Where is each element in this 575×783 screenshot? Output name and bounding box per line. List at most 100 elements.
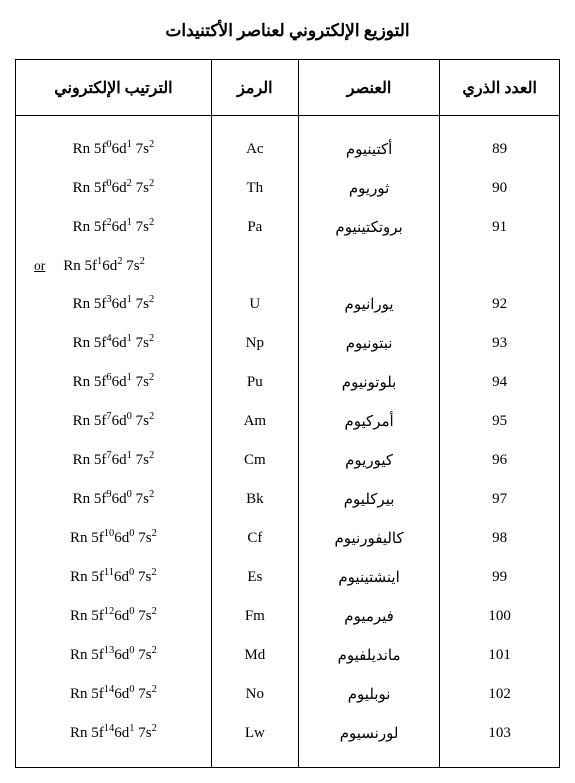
config-value: Rn 5f106d0 7s2 xyxy=(70,530,157,547)
table-row: Rn 5f66d1 7s2 Puبلوتونيوم94 xyxy=(16,363,560,402)
cell-z: 94 xyxy=(440,363,560,402)
th-name: العنصر xyxy=(298,60,439,116)
config-value: Rn 5f46d1 7s2 xyxy=(73,335,155,352)
cell-symbol: Cm xyxy=(211,441,298,480)
table-row: Rn 5f136d0 7s2 Mdمانديلفيوم101 xyxy=(16,636,560,675)
cell-symbol: Ac xyxy=(211,116,298,170)
cell-z xyxy=(440,247,560,285)
cell-config: Rn 5f36d1 7s2 xyxy=(16,285,212,324)
cell-name: مانديلفيوم xyxy=(298,636,439,675)
cell-config: Rn 5f46d1 7s2 xyxy=(16,324,212,363)
cell-symbol: Pu xyxy=(211,363,298,402)
cell-config: Rn 5f136d0 7s2 xyxy=(16,636,212,675)
cell-z: 96 xyxy=(440,441,560,480)
th-symbol: الرمز xyxy=(211,60,298,116)
cell-z: 89 xyxy=(440,116,560,170)
config-value: Rn 5f76d0 7s2 xyxy=(73,413,155,430)
cell-name: كيوريوم xyxy=(298,441,439,480)
config-value: Rn 5f96d0 7s2 xyxy=(73,491,155,508)
table-row: Rn 5f96d0 7s2 Bkبيركليوم97 xyxy=(16,480,560,519)
cell-name: فيرميوم xyxy=(298,597,439,636)
table-row: Rn 5f06d1 7s2 Acأكتينيوم89 xyxy=(16,116,560,170)
th-z: العدد الذري xyxy=(440,60,560,116)
config-value: Rn 5f16d2 7s2 xyxy=(63,258,145,275)
cell-name: بيركليوم xyxy=(298,480,439,519)
table-body: Rn 5f06d1 7s2 Acأكتينيوم89Rn 5f06d2 7s2Th… xyxy=(16,116,560,768)
cell-z: 90 xyxy=(440,169,560,208)
config-value: Rn 5f06d1 7s2 xyxy=(73,141,155,158)
cell-z: 97 xyxy=(440,480,560,519)
cell-symbol: Es xyxy=(211,558,298,597)
cell-name: كاليفورنيوم xyxy=(298,519,439,558)
table-row: Rn 5f106d0 7s2 Cfكاليفورنيوم98 xyxy=(16,519,560,558)
table-row: Rn 5f76d0 7s2 Amأمركيوم95 xyxy=(16,402,560,441)
config-value: Rn 5f146d0 7s2 xyxy=(70,686,157,703)
config-value: Rn 5f136d0 7s2 xyxy=(70,647,157,664)
cell-config: Rn 5f76d1 7s2 xyxy=(16,441,212,480)
config-value: Rn 5f26d1 7s2 xyxy=(73,219,155,236)
table-row: Rn 5f26d1 7s2 Paبروتكتينيوم91 xyxy=(16,208,560,247)
cell-name: بلوتونيوم xyxy=(298,363,439,402)
cell-symbol: Cf xyxy=(211,519,298,558)
cell-config: Rn 5f146d0 7s2 xyxy=(16,675,212,714)
cell-z: 100 xyxy=(440,597,560,636)
cell-z: 95 xyxy=(440,402,560,441)
cell-config: Rn 5f26d1 7s2 xyxy=(16,208,212,247)
table-row: or Rn 5f16d2 7s2 xyxy=(16,247,560,285)
cell-name: يورانيوم xyxy=(298,285,439,324)
cell-config: Rn 5f06d2 7s2 xyxy=(16,169,212,208)
cell-config: Rn 5f116d0 7s2 xyxy=(16,558,212,597)
cell-symbol: Bk xyxy=(211,480,298,519)
cell-name: أكتينيوم xyxy=(298,116,439,170)
cell-config: Rn 5f106d0 7s2 xyxy=(16,519,212,558)
table-row: Rn 5f126d0 7s2 Fmفيرميوم100 xyxy=(16,597,560,636)
cell-config: Rn 5f06d1 7s2 xyxy=(16,116,212,170)
cell-z: 101 xyxy=(440,636,560,675)
or-label: or xyxy=(34,258,45,274)
cell-symbol: Am xyxy=(211,402,298,441)
cell-config: Rn 5f96d0 7s2 xyxy=(16,480,212,519)
cell-symbol: Lw xyxy=(211,714,298,768)
cell-symbol xyxy=(211,247,298,285)
cell-name xyxy=(298,247,439,285)
table-row: Rn 5f116d0 7s2 Esاينشتينيوم99 xyxy=(16,558,560,597)
cell-symbol: Md xyxy=(211,636,298,675)
cell-config-alt: or Rn 5f16d2 7s2 xyxy=(16,247,212,285)
cell-name: نبتونيوم xyxy=(298,324,439,363)
table-row: Rn 5f46d1 7s2 Npنبتونيوم93 xyxy=(16,324,560,363)
cell-config: Rn 5f76d0 7s2 xyxy=(16,402,212,441)
table-row: Rn 5f146d1 7s2Lwلورنسيوم103 xyxy=(16,714,560,768)
cell-symbol: Np xyxy=(211,324,298,363)
cell-symbol: No xyxy=(211,675,298,714)
config-value: Rn 5f06d2 7s2 xyxy=(73,180,155,197)
cell-name: اينشتينيوم xyxy=(298,558,439,597)
cell-symbol: U xyxy=(211,285,298,324)
cell-symbol: Fm xyxy=(211,597,298,636)
cell-z: 93 xyxy=(440,324,560,363)
table-row: Rn 5f06d2 7s2Thثوريوم90 xyxy=(16,169,560,208)
cell-name: نوبليوم xyxy=(298,675,439,714)
table-row: Rn 5f76d1 7s2 Cmكيوريوم96 xyxy=(16,441,560,480)
table-header-row: الترتيب الإلكتروني الرمز العنصر العدد ال… xyxy=(16,60,560,116)
cell-z: 92 xyxy=(440,285,560,324)
cell-z: 91 xyxy=(440,208,560,247)
cell-z: 99 xyxy=(440,558,560,597)
config-value: Rn 5f146d1 7s2 xyxy=(70,725,157,742)
config-value: Rn 5f66d1 7s2 xyxy=(73,374,155,391)
cell-name: بروتكتينيوم xyxy=(298,208,439,247)
th-config: الترتيب الإلكتروني xyxy=(16,60,212,116)
config-value: Rn 5f36d1 7s2 xyxy=(73,296,155,313)
cell-config: Rn 5f126d0 7s2 xyxy=(16,597,212,636)
table-row: Rn 5f146d0 7s2 Noنوبليوم102 xyxy=(16,675,560,714)
config-value: Rn 5f116d0 7s2 xyxy=(70,569,156,586)
config-value: Rn 5f126d0 7s2 xyxy=(70,608,157,625)
cell-config: Rn 5f66d1 7s2 xyxy=(16,363,212,402)
cell-symbol: Pa xyxy=(211,208,298,247)
config-value: Rn 5f76d1 7s2 xyxy=(73,452,155,469)
cell-z: 102 xyxy=(440,675,560,714)
cell-name: أمركيوم xyxy=(298,402,439,441)
cell-z: 98 xyxy=(440,519,560,558)
actinides-table: الترتيب الإلكتروني الرمز العنصر العدد ال… xyxy=(15,59,560,768)
page-title: التوزيع الإلكتروني لعناصر الأكتنيدات xyxy=(15,21,560,41)
cell-z: 103 xyxy=(440,714,560,768)
